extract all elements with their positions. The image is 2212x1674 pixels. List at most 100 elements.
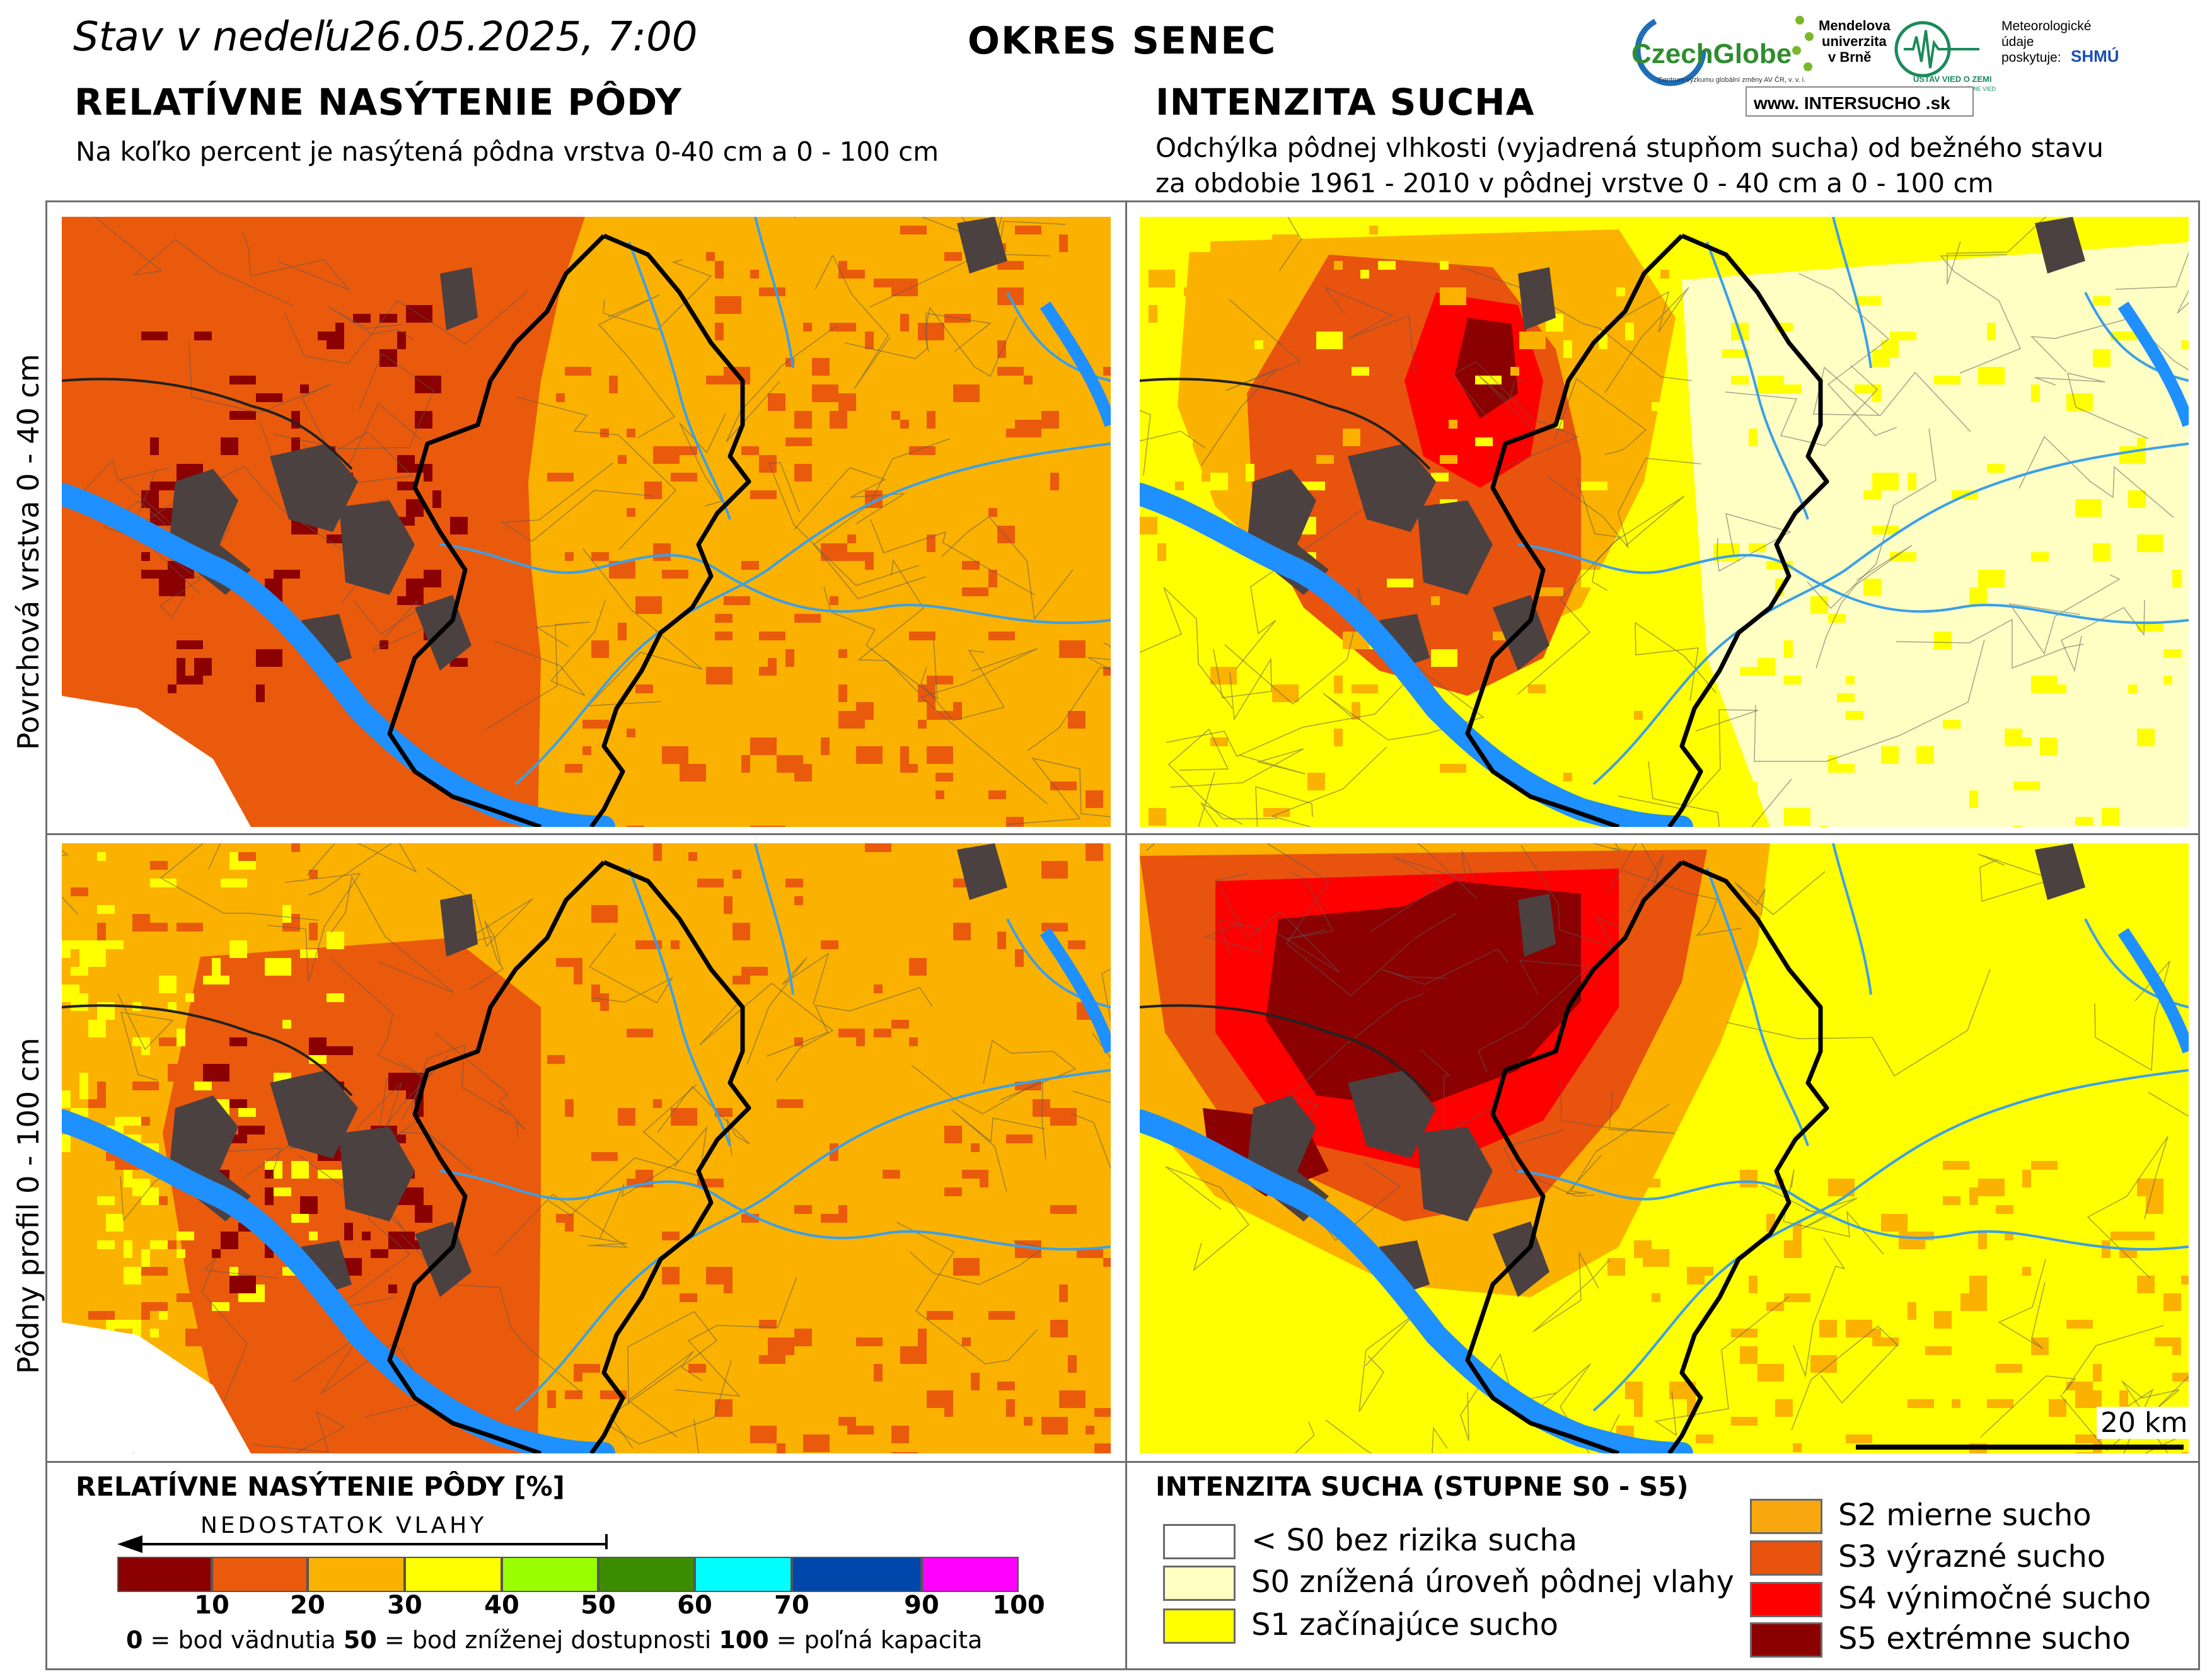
district-border bbox=[1465, 860, 1829, 1453]
legend-drought-title: INTENZITA SUCHA (STUPNE S0 - S5) bbox=[1155, 1471, 1689, 1502]
legend-drought-label: S5 extrémne sucho bbox=[1838, 1621, 2131, 1656]
river-east bbox=[2117, 928, 2189, 1054]
legend-drought-swatch bbox=[1750, 1622, 1822, 1658]
urban-area bbox=[1493, 595, 1549, 671]
urban-area bbox=[1493, 1221, 1549, 1297]
urban-area bbox=[957, 843, 1007, 900]
mendel-logo: Mendelova univerzita v Brně bbox=[1792, 16, 1891, 71]
urban-area bbox=[270, 1070, 358, 1158]
region-border bbox=[1140, 378, 1431, 470]
frame-divider-row bbox=[45, 833, 2200, 835]
urban-area bbox=[1348, 1070, 1436, 1158]
ustav-logo: ÚSTAV VIED O ZEMI SLOVENSKEJ AKADÉMIE VI… bbox=[1894, 21, 1996, 92]
colorbar-segment bbox=[922, 1557, 1019, 1592]
urban-area bbox=[1518, 894, 1556, 957]
colorbar-tick-label: 70 bbox=[774, 1591, 809, 1620]
legend-saturation-title: RELATÍVNE NASÝTENIE PÔDY [%] bbox=[76, 1471, 565, 1502]
mendel-line2: univerzita bbox=[1822, 33, 1887, 49]
river-east bbox=[1039, 928, 1111, 1054]
frame-divider-legend bbox=[45, 1461, 2200, 1463]
partner-logos-graphic: CzechGlobe Centrum výzkumu globální změn… bbox=[1631, 14, 2119, 117]
region-border bbox=[62, 1004, 353, 1097]
frame-divider-vertical bbox=[1125, 200, 1127, 1670]
river-east bbox=[2117, 301, 2189, 427]
date-heading: Stav v nedeľu26.05.2025, 7:00 bbox=[73, 14, 698, 61]
czechglobe-subtext: Centrum výzkumu globální změny AV ČR, v.… bbox=[1658, 76, 1805, 84]
river bbox=[628, 868, 731, 1146]
urban-area bbox=[339, 1127, 415, 1221]
legend-drought-label: S4 výnimočné sucho bbox=[1838, 1581, 2151, 1616]
colorbar-segment bbox=[308, 1557, 405, 1592]
intersucho-logo: www. INTERSUCHO .sk bbox=[1746, 86, 1974, 117]
river bbox=[754, 843, 794, 995]
note-50-text: = bod zníženej dostupnosti bbox=[376, 1626, 712, 1654]
meteo-line2: údaje bbox=[2001, 35, 2034, 49]
urban-area bbox=[1518, 267, 1556, 330]
figure-frame bbox=[45, 200, 2200, 1670]
colorbar-tick-label: 90 bbox=[904, 1591, 939, 1620]
mendel-line1: Mendelova bbox=[1819, 18, 1891, 33]
river bbox=[439, 1170, 1111, 1251]
river bbox=[1517, 543, 2189, 625]
urban-area bbox=[415, 595, 472, 671]
legend-drought-label: < S0 bez rizika sucha bbox=[1251, 1523, 1578, 1558]
colorbar-tick-label: 100 bbox=[992, 1591, 1045, 1620]
river bbox=[1592, 442, 2189, 785]
urban-area bbox=[1348, 444, 1436, 532]
map-pixel-noise bbox=[1713, 296, 2189, 827]
river bbox=[1832, 217, 1872, 369]
map-pixel-noise bbox=[1607, 1161, 2189, 1453]
river bbox=[514, 442, 1111, 785]
legend-drought-label: S0 znížená úroveň pôdnej vlahy bbox=[1251, 1564, 1734, 1600]
legend-drought-swatch bbox=[1750, 1499, 1822, 1534]
legend-notes: 0 = bod vädnutia 50 = bod zníženej dostu… bbox=[126, 1626, 982, 1654]
scale-bar bbox=[1856, 1445, 2184, 1450]
colorbar-tick-label: 50 bbox=[581, 1591, 616, 1620]
urban-area bbox=[1417, 1127, 1493, 1221]
river-east bbox=[1039, 301, 1111, 427]
legend-drought-label: S1 začínajúce sucho bbox=[1251, 1607, 1558, 1642]
urban-area bbox=[440, 267, 478, 330]
map-saturation-topsoil bbox=[62, 217, 1111, 827]
colorbar-tick-label: 60 bbox=[677, 1591, 712, 1620]
legend-arrow-label: NEDOSTATOK VLAHY bbox=[200, 1513, 487, 1538]
zone-s0 bbox=[1682, 242, 2189, 827]
river bbox=[754, 217, 794, 369]
colorbar-tick-label: 40 bbox=[484, 1591, 519, 1620]
colorbar-segment bbox=[502, 1557, 598, 1592]
map-pixel-noise bbox=[547, 226, 1111, 827]
legend-drought-swatch bbox=[1163, 1524, 1236, 1559]
zone-s5 bbox=[1455, 318, 1518, 418]
urban-area bbox=[1417, 500, 1493, 595]
district-heading: OKRES SENEC bbox=[968, 19, 1277, 63]
note-0-value: 0 bbox=[126, 1626, 143, 1654]
colorbar-tick-label: 20 bbox=[290, 1591, 325, 1620]
row-label-top: Povrchová vrstva 0 - 40 cm bbox=[11, 354, 45, 750]
no-data-area bbox=[62, 1322, 251, 1453]
danube-arm bbox=[323, 667, 567, 827]
meteo-line1: Meteorologické bbox=[2001, 19, 2091, 33]
legend-drought-swatch bbox=[1750, 1582, 1822, 1617]
colorbar-segment bbox=[695, 1557, 792, 1592]
map-drought-profile bbox=[1140, 843, 2189, 1453]
colorbar-tick-label: 30 bbox=[387, 1591, 422, 1620]
river bbox=[628, 241, 731, 520]
colorbar-segment bbox=[792, 1557, 922, 1592]
region-border bbox=[62, 378, 353, 470]
legend-ticks: 10 20 30 40 50 60 70 90 100 bbox=[117, 1591, 1045, 1622]
legend-drought-swatch bbox=[1163, 1608, 1236, 1644]
river bbox=[1706, 241, 1809, 520]
map-saturation-profile bbox=[62, 843, 1111, 1453]
colorbar-tick-label: 10 bbox=[194, 1591, 229, 1620]
municipal-borders bbox=[1140, 217, 2189, 827]
ustav-text: ÚSTAV VIED O ZEMI bbox=[1913, 74, 1991, 84]
left-title: RELATÍVNE NASÝTENIE PÔDY bbox=[74, 81, 683, 124]
legend-arrow bbox=[117, 1534, 608, 1553]
czechglobe-logo: CzechGlobe Centrum výzkumu globální změn… bbox=[1631, 14, 1805, 86]
river bbox=[1706, 868, 1809, 1146]
partner-logos: CzechGlobe Centrum výzkumu globální změn… bbox=[1607, 11, 2200, 122]
district-border bbox=[387, 233, 751, 827]
urban-area bbox=[415, 1221, 472, 1297]
urban-area bbox=[270, 444, 358, 532]
danube-arm bbox=[323, 1294, 567, 1453]
